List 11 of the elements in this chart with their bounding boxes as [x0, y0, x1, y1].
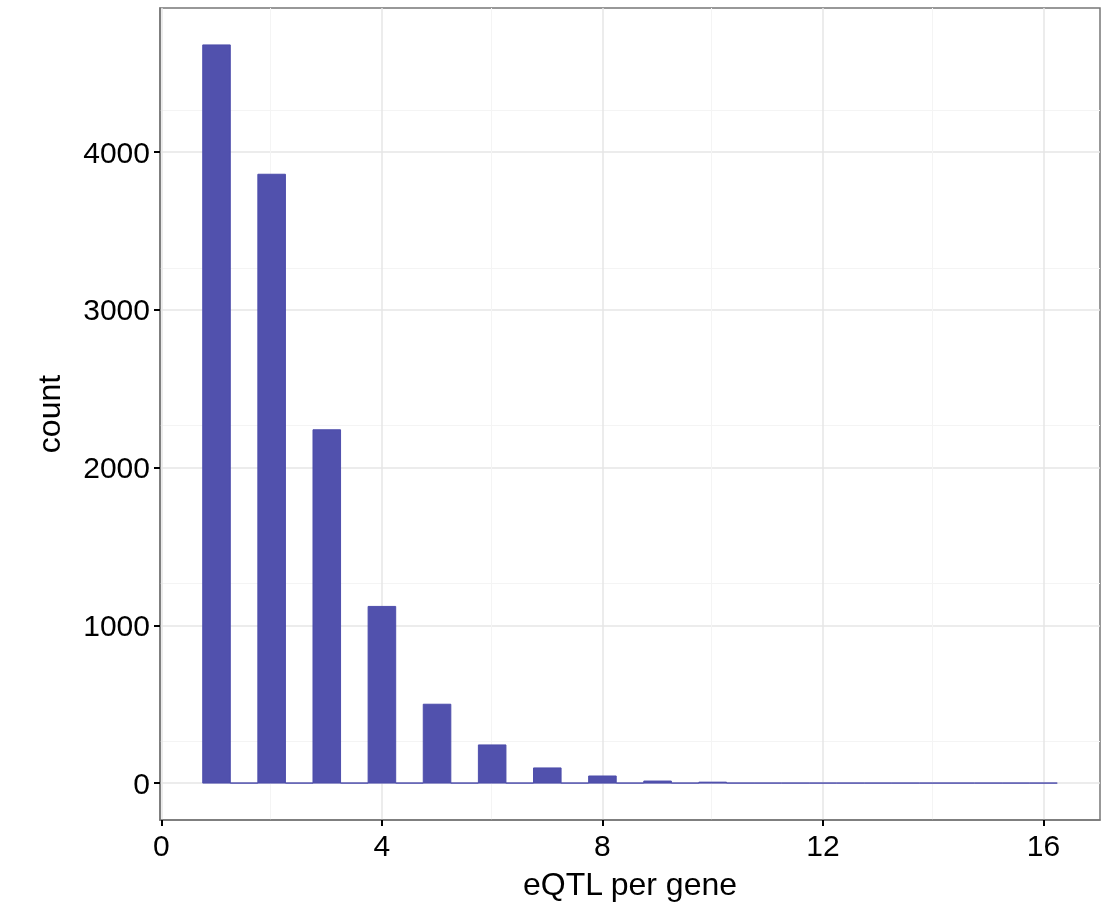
y-tick-label: 3000: [83, 293, 150, 327]
x-tick-label: 8: [594, 828, 611, 862]
y-axis-title: count: [31, 374, 67, 454]
y-tick-label: 0: [133, 766, 150, 800]
x-tick-label: 12: [806, 828, 840, 862]
x-axis-title: eQTL per gene: [522, 866, 738, 902]
y-tick-label: 1000: [83, 608, 150, 642]
y-tick-label: 2000: [83, 451, 150, 485]
y-tick-label: 4000: [83, 135, 150, 169]
x-tick-label: 4: [373, 828, 391, 862]
x-tick-label: 16: [1026, 828, 1061, 862]
